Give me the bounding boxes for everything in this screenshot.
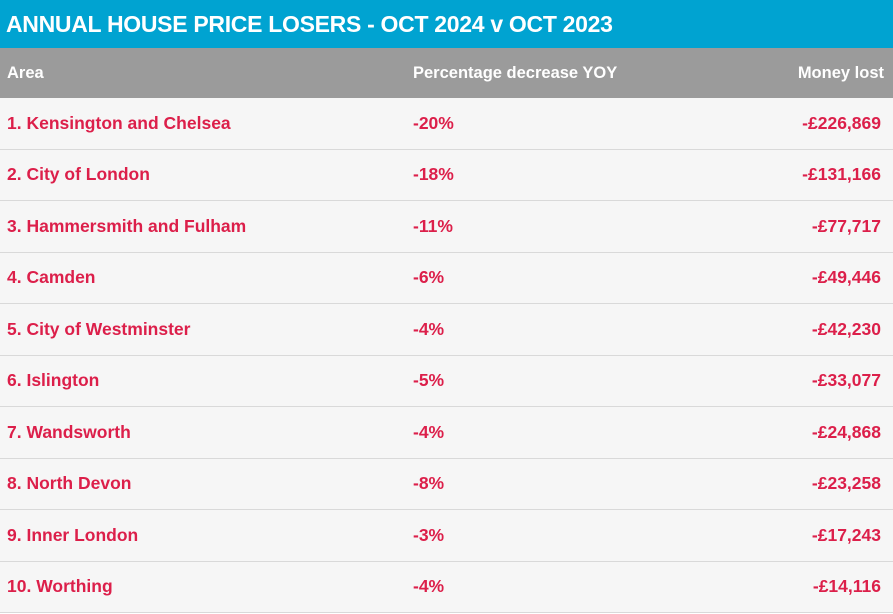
table-row: 2. City of London -18% -£131,166 [0,149,893,201]
percentage-cell: -6% [413,267,445,288]
column-header-percentage: Percentage decrease YOY [413,63,618,82]
area-cell: 10. Worthing [7,576,113,597]
table-row: 1. Kensington and Chelsea -20% -£226,869 [0,98,893,150]
column-header-money-lost: Money lost [797,63,884,82]
percentage-cell: -3% [413,524,445,545]
area-cell: 2. City of London [7,164,150,185]
table-row: 7. Wandsworth -4% -£24,868 [0,407,893,459]
money-lost-cell: -£33,077 [811,370,881,391]
money-lost-cell: -£131,166 [802,164,881,185]
percentage-cell: -4% [413,318,445,339]
area-cell: 7. Wandsworth [7,421,131,442]
percentage-cell: -18% [413,164,454,185]
money-lost-cell: -£14,116 [812,576,881,597]
area-cell: 4. Camden [7,267,96,288]
area-cell: 6. Islington [7,370,100,391]
table-row: 3. Hammersmith and Fulham -11% -£77,717 [0,201,893,253]
table-row: 8. North Devon -8% -£23,258 [0,458,893,510]
money-lost-cell: -£49,446 [811,267,881,288]
table-row: 9. Inner London -3% -£17,243 [0,510,893,562]
table-header: Area Percentage decrease YOY Money lost [0,48,893,98]
percentage-cell: -5% [413,370,445,391]
table-row: 10. Worthing -4% -£14,116 [0,561,893,613]
column-header-area: Area [7,63,44,82]
money-lost-cell: -£24,868 [811,421,881,442]
percentage-cell: -8% [413,473,445,494]
money-lost-cell: -£17,243 [811,524,881,545]
table-title: ANNUAL HOUSE PRICE LOSERS - OCT 2024 v O… [0,0,893,48]
area-cell: 5. City of Westminster [7,318,191,339]
table-row: 6. Islington -5% -£33,077 [0,355,893,407]
money-lost-cell: -£23,258 [811,473,881,494]
money-lost-cell: -£42,230 [811,318,881,339]
table-body: 1. Kensington and Chelsea -20% -£226,869… [0,98,893,613]
money-lost-cell: -£226,869 [802,112,881,133]
percentage-cell: -4% [413,576,445,597]
percentage-cell: -4% [413,421,445,442]
table-row: 4. Camden -6% -£49,446 [0,252,893,304]
area-cell: 9. Inner London [7,524,139,545]
percentage-cell: -20% [413,112,454,133]
money-lost-cell: -£77,717 [811,215,881,236]
area-cell: 1. Kensington and Chelsea [7,112,231,133]
percentage-cell: -11% [413,215,453,236]
area-cell: 8. North Devon [7,473,132,494]
area-cell: 3. Hammersmith and Fulham [7,215,247,236]
table-row: 5. City of Westminster -4% -£42,230 [0,304,893,356]
